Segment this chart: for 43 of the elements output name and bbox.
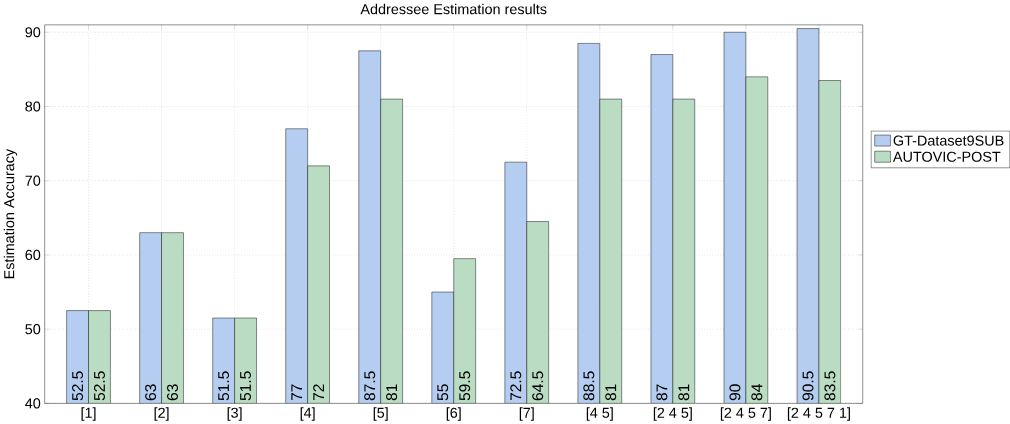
y-tick-label: 50 (25, 323, 41, 335)
data-label: 72 (313, 384, 325, 400)
y-tick-label: 80 (25, 101, 41, 112)
data-label: 84 (751, 383, 763, 401)
x-tick-label: [2] (154, 407, 169, 421)
data-label: 63 (145, 384, 157, 400)
data-label: 81 (386, 384, 398, 401)
data-label: 81 (678, 384, 690, 401)
chart-title: Addressee Estimation results (360, 3, 547, 15)
y-tick-label: 60 (25, 249, 41, 260)
y-tick-label: 90 (25, 26, 41, 38)
data-label: 59.5 (459, 371, 471, 401)
x-tick-label: [2 4 5] (653, 407, 692, 421)
y-tick-label: 70 (25, 175, 41, 186)
data-label: 81 (605, 384, 617, 401)
legend-label: GT-Dataset9SUB (893, 135, 1004, 146)
x-tick-label: [2 4 5 7 1] (787, 407, 850, 421)
data-label: 87.5 (364, 371, 376, 401)
data-label: 55 (437, 384, 449, 401)
data-label: 90.5 (802, 371, 814, 400)
legend-label: AUTOVIC-POST (892, 151, 1001, 162)
y-axis-title: Estimation Accuracy (3, 148, 18, 278)
x-tick-label: [2 4 5 7] (720, 407, 771, 421)
data-label: 52.5 (72, 371, 84, 401)
data-label: 72.5 (510, 371, 522, 400)
data-label: 87 (656, 384, 668, 401)
data-label: 90 (729, 384, 741, 400)
x-tick-label: [1] (81, 407, 96, 421)
y-tick-label: 40 (25, 398, 41, 409)
data-label: 83.5 (824, 371, 836, 401)
data-label: 63 (167, 384, 179, 400)
x-tick-label: [7] (519, 407, 534, 421)
x-tick-label: [4 5] (586, 407, 613, 421)
x-tick-label: [3] (227, 407, 242, 421)
data-label: 77 (291, 384, 303, 400)
x-tick-label: [6] (446, 407, 461, 421)
x-tick-label: [4] (300, 407, 315, 421)
data-label: 88.5 (583, 371, 595, 401)
x-tick-label: [5] (373, 407, 388, 421)
data-label: 51.5 (218, 371, 230, 401)
data-label: 51.5 (240, 371, 251, 401)
data-label: 52.5 (93, 371, 105, 401)
data-label: 64.5 (532, 371, 544, 400)
